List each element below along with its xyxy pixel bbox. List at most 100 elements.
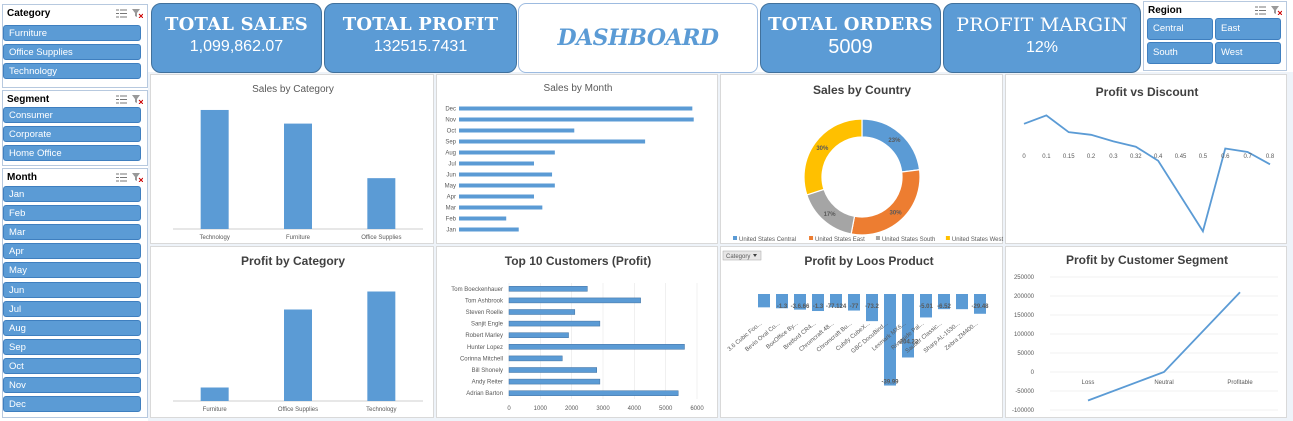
clear-filter-icon[interactable] — [132, 172, 143, 182]
x-tick-label: 0 — [1022, 154, 1026, 160]
month-slicer-item-oct[interactable]: Oct — [3, 357, 141, 374]
bar — [200, 109, 229, 229]
y-tick-label: Mar — [446, 206, 456, 212]
bar — [284, 123, 312, 229]
category-slicer-item-office-supplies[interactable]: Office Supplies — [3, 44, 141, 60]
x-tick-label: Office Supplies — [278, 407, 318, 413]
chart-title: Sales by Country — [813, 83, 911, 97]
bar — [459, 150, 555, 155]
segment-slicer-item-home-office[interactable]: Home Office — [3, 145, 141, 161]
month-slicer-item-aug[interactable]: Aug — [3, 319, 141, 336]
bar — [508, 390, 679, 396]
y-tick-label: Nov — [445, 118, 456, 124]
dashboard-title: DASHBOARD SALES — [518, 3, 758, 119]
slice-label: 30% — [890, 211, 903, 217]
data-label: -29.48 — [971, 304, 989, 310]
bar — [920, 294, 932, 318]
legend-label: United States East — [815, 237, 865, 243]
chart-title: Top 10 Customers (Profit) — [505, 254, 651, 268]
multi-select-icon[interactable] — [1255, 6, 1266, 15]
month-slicer-item-jan[interactable]: Jan — [3, 186, 141, 202]
x-tick-label: Loss — [1082, 380, 1095, 386]
x-tick-label: 0.45 — [1175, 154, 1187, 160]
bar — [459, 161, 534, 166]
multi-select-icon[interactable] — [116, 173, 127, 182]
y-tick-label: Feb — [446, 217, 457, 223]
clear-filter-icon[interactable] — [132, 94, 143, 104]
category-slicer-item-furniture[interactable]: Furniture — [3, 25, 141, 41]
month-slicer-item-dec[interactable]: Dec — [3, 396, 141, 413]
chart-title: Profit by Category — [241, 254, 345, 268]
month-slicer-item-mar[interactable]: Mar — [3, 224, 141, 241]
multi-select-icon[interactable] — [116, 95, 127, 104]
total-profit-card: TOTAL PROFIT 132515.7431 — [324, 3, 517, 73]
segment-slicer-item-consumer[interactable]: Consumer — [3, 107, 141, 123]
region-slicer-item-south[interactable]: South — [1147, 42, 1213, 64]
x-tick-label: 0 — [507, 406, 511, 412]
x-tick-label: Furniture — [203, 407, 228, 413]
month-slicer-item-apr[interactable]: Apr — [3, 243, 141, 260]
multi-select-icon[interactable] — [116, 9, 127, 18]
data-label: -39.99 — [881, 380, 899, 386]
region-slicer-item-east[interactable]: East — [1215, 18, 1281, 40]
y-tick-label: Oct — [447, 129, 457, 135]
category-slicer-item-technology[interactable]: Technology — [3, 63, 141, 79]
month-slicer-item-nov[interactable]: Nov — [3, 377, 141, 393]
bar — [508, 297, 641, 304]
x-tick-label: 0.3 — [1109, 154, 1118, 160]
x-tick-label: Technology — [366, 407, 396, 413]
segment-slicer-item-corporate[interactable]: Corporate — [3, 126, 141, 142]
x-tick-label: Furniture — [286, 235, 311, 241]
data-label: -6.52 — [937, 304, 951, 310]
y-tick-label: Jan — [446, 228, 456, 234]
bar — [812, 294, 824, 312]
chevron-down-icon — [753, 254, 757, 257]
series-line — [1087, 291, 1241, 402]
y-tick-label: Andy Reiter — [472, 380, 503, 386]
clear-filter-icon[interactable] — [1271, 5, 1282, 15]
y-tick-label: Dec — [445, 107, 456, 113]
bar — [508, 286, 588, 292]
sales-by-month-panel: Sales by Month Dec Nov Oct Sep Aug Jul Jun May Ap… — [436, 74, 718, 244]
donut-slice — [861, 118, 921, 173]
month-slicer-item-feb[interactable]: Feb — [3, 205, 141, 222]
y-tick-label: Sep — [445, 140, 456, 146]
bar — [776, 294, 788, 309]
month-slicer-item-jun[interactable]: Jun — [3, 281, 141, 298]
legend-label: United States South — [882, 237, 935, 243]
segment-slicer: Segment Consumer Corporate Home Office — [2, 90, 148, 166]
clear-filter-icon[interactable] — [132, 8, 143, 18]
bar — [459, 106, 693, 111]
profit-vs-discount-panel: Profit vs Discount 0 0.1 0.15 0.2 0.3 0.32 0.4 0… — [1005, 74, 1287, 244]
x-tick-label: Zebra ZM400... — [944, 321, 980, 352]
bar — [508, 332, 569, 338]
data-label: -5.01 — [919, 304, 933, 310]
y-tick-label: 100000 — [1014, 332, 1035, 338]
region-slicer-item-central[interactable]: Central — [1147, 18, 1213, 40]
category-slicer-title: Category — [7, 7, 51, 19]
y-tick-label: 250000 — [1014, 275, 1035, 281]
month-slicer: Month Jan Feb Mar Apr May Jun Jul Aug Sep Oct Nov D… — [2, 168, 148, 418]
x-tick-label: Profitable — [1227, 380, 1253, 386]
y-tick-label: 150000 — [1014, 313, 1035, 319]
data-label: -73.2 — [865, 304, 879, 310]
bar — [459, 205, 543, 210]
bar — [200, 387, 229, 401]
x-tick-label: 1000 — [534, 406, 548, 412]
x-tick-label: 0.2 — [1087, 154, 1096, 160]
y-tick-label: Adrian Barton — [466, 391, 503, 397]
region-slicer-item-west[interactable]: West — [1215, 42, 1281, 64]
bar — [459, 216, 507, 221]
bar — [902, 294, 914, 358]
sales-by-country-chart: Sales by Country 23% 30% 17% 30% United State… — [733, 83, 1003, 243]
y-tick-label: 50000 — [1017, 351, 1034, 357]
chart-title: Sales by Month — [544, 83, 613, 94]
y-tick-label: Corinna Mitchell — [460, 356, 503, 362]
x-tick-label: 0.6 — [1221, 154, 1230, 160]
month-slicer-item-sep[interactable]: Sep — [3, 338, 141, 355]
legend-swatch — [945, 236, 950, 240]
x-tick-label: Office Supplies — [361, 235, 401, 241]
month-slicer-item-may[interactable]: May — [3, 262, 141, 279]
month-slicer-item-jul[interactable]: Jul — [3, 300, 141, 317]
total-sales-card: TOTAL SALES 1,099,862.07 — [151, 3, 322, 73]
